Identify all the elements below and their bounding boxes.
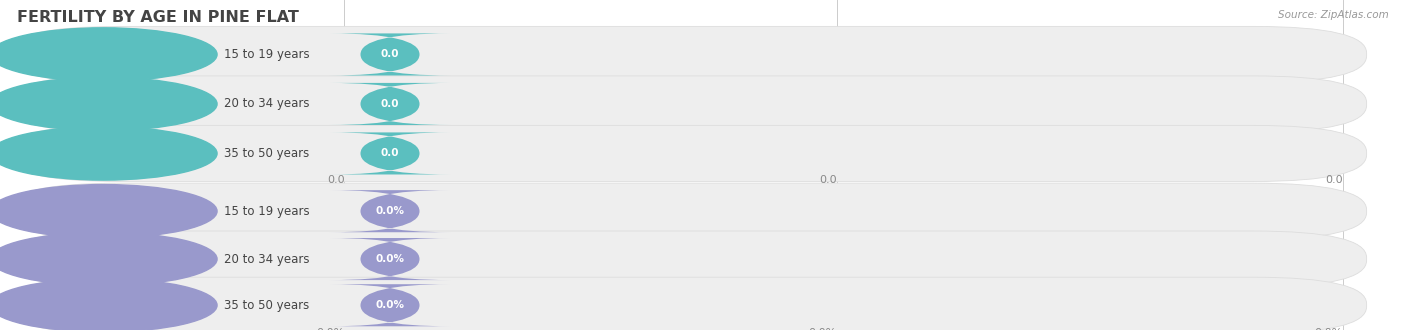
FancyBboxPatch shape (330, 83, 450, 125)
Text: 0.0%: 0.0% (1315, 328, 1343, 330)
Circle shape (0, 77, 217, 131)
Circle shape (0, 184, 217, 238)
Text: 0.0%: 0.0% (375, 254, 405, 264)
FancyBboxPatch shape (7, 125, 1367, 182)
Text: 0.0: 0.0 (818, 175, 837, 185)
Text: 0.0: 0.0 (326, 175, 344, 185)
FancyBboxPatch shape (7, 26, 1367, 82)
FancyBboxPatch shape (330, 190, 450, 232)
Text: 20 to 34 years: 20 to 34 years (224, 97, 309, 111)
FancyBboxPatch shape (330, 284, 450, 326)
FancyBboxPatch shape (330, 33, 450, 76)
FancyBboxPatch shape (330, 238, 450, 280)
Circle shape (0, 28, 217, 81)
Text: 0.0: 0.0 (381, 50, 399, 59)
FancyBboxPatch shape (7, 76, 1367, 132)
FancyBboxPatch shape (7, 277, 1367, 330)
FancyBboxPatch shape (330, 132, 450, 175)
Text: 20 to 34 years: 20 to 34 years (224, 252, 309, 266)
Text: 15 to 19 years: 15 to 19 years (224, 205, 309, 218)
Circle shape (0, 232, 217, 286)
FancyBboxPatch shape (7, 231, 1367, 287)
Text: 35 to 50 years: 35 to 50 years (224, 299, 309, 312)
Text: 0.0: 0.0 (1324, 175, 1343, 185)
Text: 0.0: 0.0 (381, 148, 399, 158)
Text: 35 to 50 years: 35 to 50 years (224, 147, 309, 160)
Circle shape (0, 279, 217, 330)
Text: 15 to 19 years: 15 to 19 years (224, 48, 309, 61)
Circle shape (0, 127, 217, 180)
FancyBboxPatch shape (7, 183, 1367, 239)
Text: 0.0%: 0.0% (808, 328, 837, 330)
Text: FERTILITY BY AGE IN PINE FLAT: FERTILITY BY AGE IN PINE FLAT (17, 10, 298, 25)
Text: 0.0%: 0.0% (316, 328, 344, 330)
Text: 0.0%: 0.0% (375, 300, 405, 310)
Text: Source: ZipAtlas.com: Source: ZipAtlas.com (1278, 10, 1389, 20)
Text: 0.0: 0.0 (381, 99, 399, 109)
Text: 0.0%: 0.0% (375, 206, 405, 216)
